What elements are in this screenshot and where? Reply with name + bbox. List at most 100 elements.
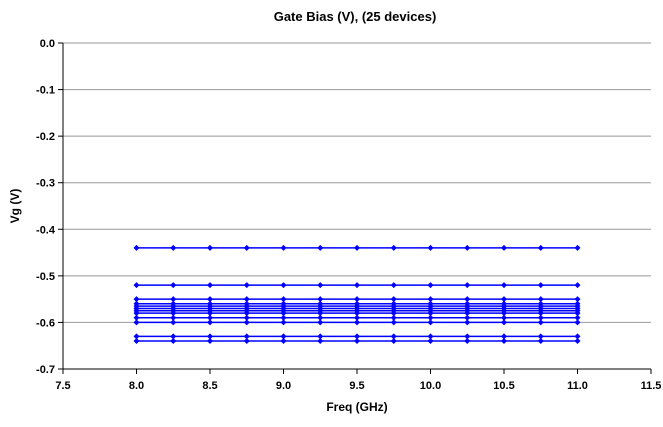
data-point (207, 338, 213, 345)
data-point (354, 319, 360, 326)
x-tick-label: 7.5 (55, 380, 70, 392)
data-point (243, 310, 250, 317)
data-point (243, 319, 250, 326)
x-axis-label: Freq (GHz) (326, 400, 387, 414)
data-point (501, 282, 507, 289)
data-point (133, 319, 140, 326)
data-point (354, 296, 360, 303)
data-point (390, 310, 397, 317)
data-point (501, 319, 507, 326)
data-point (207, 333, 213, 340)
x-tick-label: 8.0 (129, 380, 144, 392)
data-point (574, 310, 581, 317)
x-tick-label: 11.0 (567, 380, 588, 392)
series-10 (133, 319, 581, 326)
data-point (170, 282, 177, 289)
y-tick-label: -0.1 (36, 85, 55, 97)
data-point (354, 244, 360, 251)
data-point (390, 333, 397, 340)
data-point (574, 296, 581, 303)
series-2 (133, 282, 581, 289)
data-point (354, 310, 360, 317)
data-point (390, 338, 397, 345)
data-point (464, 333, 471, 340)
data-point (537, 319, 544, 326)
data-point (427, 333, 434, 340)
y-tick-label: -0.5 (36, 271, 55, 283)
series-3 (133, 296, 581, 303)
data-point (427, 319, 434, 326)
data-point (207, 314, 213, 321)
x-tick-label: 9.5 (349, 380, 364, 392)
x-tick-label: 10.5 (493, 380, 514, 392)
data-point (390, 244, 397, 251)
data-point (170, 319, 177, 326)
data-point (464, 310, 471, 317)
data-point (280, 338, 287, 345)
data-point (354, 314, 360, 321)
data-point (133, 282, 140, 289)
x-tick-label: 9.0 (276, 380, 291, 392)
data-point (170, 244, 177, 251)
data-point (243, 244, 250, 251)
data-point (354, 338, 360, 345)
data-point (574, 314, 581, 321)
y-tick-label: 0.0 (40, 38, 55, 50)
data-point (317, 282, 324, 289)
data-point (501, 296, 507, 303)
data-point (243, 314, 250, 321)
data-point (537, 333, 544, 340)
data-point (427, 244, 434, 251)
data-point (354, 282, 360, 289)
data-point (280, 296, 287, 303)
data-point (133, 333, 140, 340)
data-point (243, 333, 250, 340)
series-1 (133, 244, 581, 251)
chart-title: Gate Bias (V), (25 devices) (274, 9, 437, 24)
data-point (133, 244, 140, 251)
data-point (537, 314, 544, 321)
data-point (280, 310, 287, 317)
y-tick-label: -0.3 (36, 178, 55, 190)
data-point (501, 314, 507, 321)
data-point (243, 338, 250, 345)
data-point (427, 338, 434, 345)
y-tick-label: -0.2 (36, 131, 55, 143)
data-point (207, 319, 213, 326)
data-point (574, 244, 581, 251)
series-8 (133, 310, 581, 317)
data-point (537, 282, 544, 289)
data-point (133, 310, 140, 317)
y-tick-labels: 0.0 -0.1 -0.2 -0.3 -0.4 -0.5 -0.6 -0.7 (36, 38, 56, 376)
data-point (170, 333, 177, 340)
data-point (170, 314, 177, 321)
data-point (207, 310, 213, 317)
series-9 (133, 314, 581, 321)
data-point (317, 310, 324, 317)
data-point (390, 319, 397, 326)
data-point (464, 338, 471, 345)
x-tick-label: 10.0 (420, 380, 441, 392)
data-point (537, 310, 544, 317)
plot-series (133, 244, 581, 345)
data-point (574, 319, 581, 326)
data-point (574, 338, 581, 345)
data-point (133, 296, 140, 303)
data-point (317, 244, 324, 251)
data-point (390, 296, 397, 303)
x-tick-labels: 7.5 8.0 8.5 9.0 9.5 10.0 10.5 11.0 11.5 (55, 380, 661, 392)
y-axis-label: Vg (V) (8, 189, 22, 224)
data-point (280, 282, 287, 289)
data-point (317, 296, 324, 303)
data-point (464, 296, 471, 303)
data-point (317, 319, 324, 326)
data-point (207, 282, 213, 289)
y-tick-label: -0.4 (36, 224, 56, 236)
data-point (170, 310, 177, 317)
data-point (464, 319, 471, 326)
data-point (574, 333, 581, 340)
data-point (464, 314, 471, 321)
data-point (427, 314, 434, 321)
series-11 (133, 333, 581, 340)
